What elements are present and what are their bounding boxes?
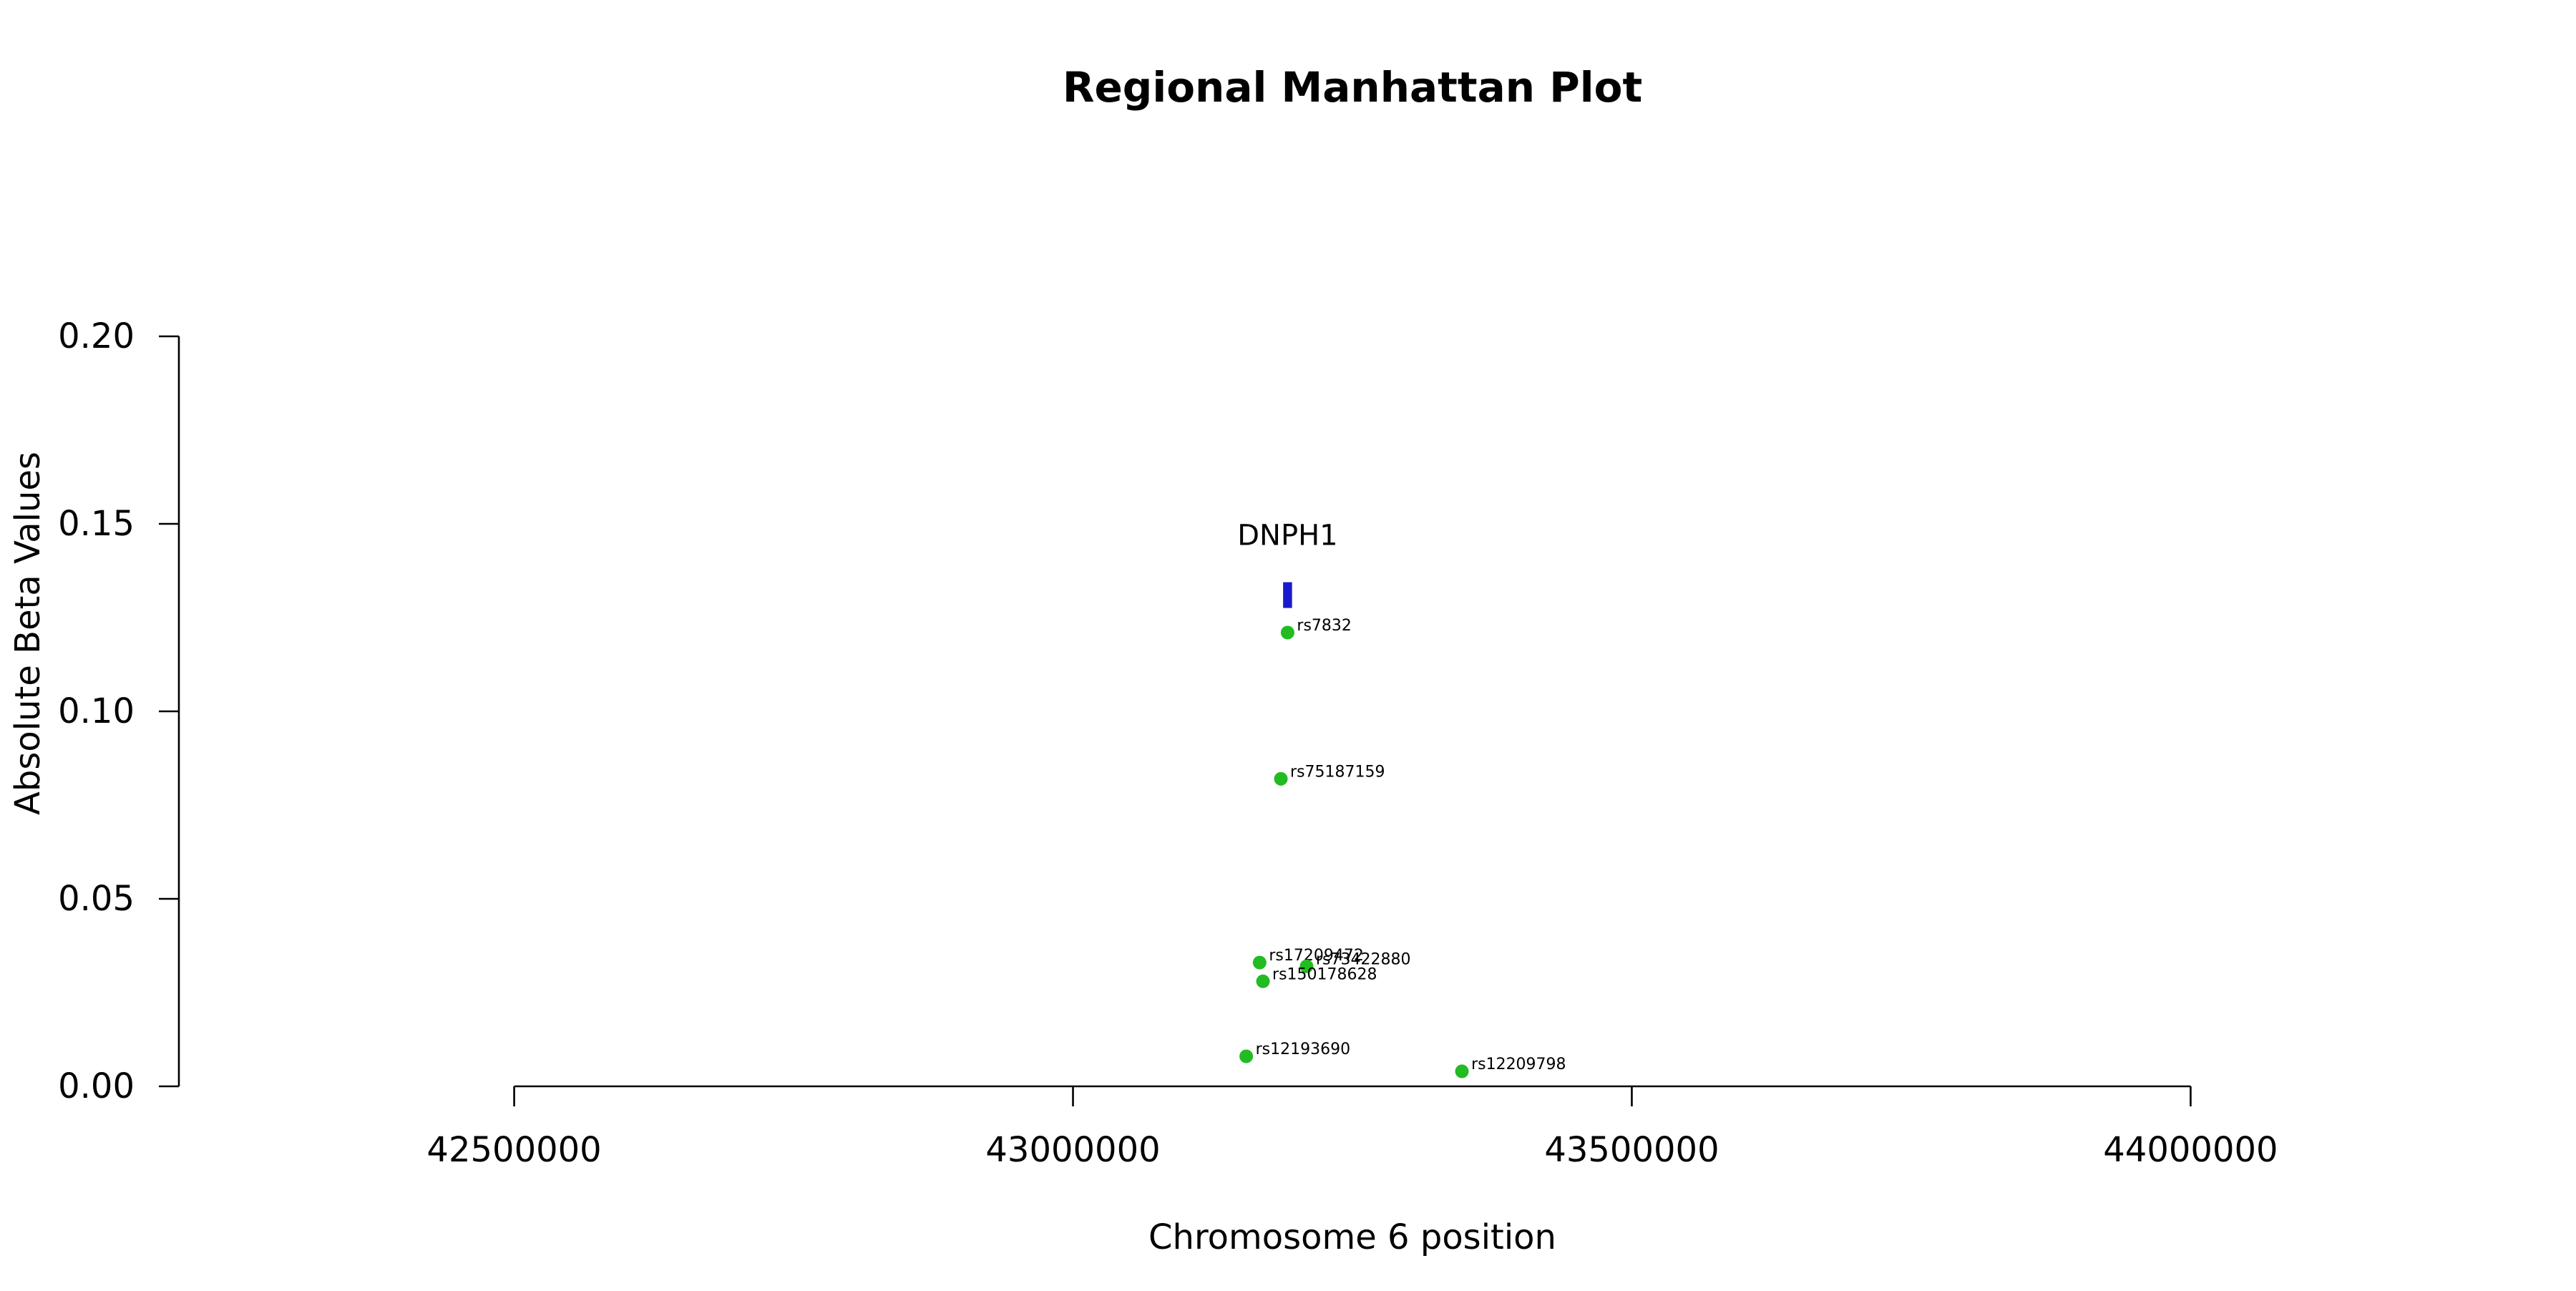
snp-point xyxy=(1455,1064,1469,1078)
snp-point xyxy=(1299,959,1314,973)
gene-label: DNPH1 xyxy=(1237,520,1337,552)
y-tick-label: 0.05 xyxy=(58,879,135,919)
gene-marker xyxy=(1283,582,1292,608)
data-points: rs7832 rs75187159 rs17209472rs73422880rs15… xyxy=(1239,617,1566,1078)
snp-label: rs73422880 xyxy=(1316,950,1410,968)
y-tick-label: 0.15 xyxy=(58,504,135,544)
x-tick-label: 42500000 xyxy=(426,1130,601,1170)
snp-label: rs12193690 xyxy=(1256,1041,1350,1058)
snp-point xyxy=(1256,974,1270,988)
snp-point xyxy=(1252,955,1267,970)
axes: 0.00 0.05 0.10 0.15 0.20 42500000 43000000 4350… xyxy=(58,316,2278,1170)
x-axis-title: Chromosome 6 position xyxy=(1148,1217,1556,1257)
chart-title: Regional Manhattan Plot xyxy=(1063,63,1642,112)
snp-point xyxy=(1274,771,1288,786)
y-tick-label: 0.00 xyxy=(58,1066,135,1106)
snp-label: rs17209472 xyxy=(1269,947,1363,965)
snp-point xyxy=(1280,625,1294,640)
y-tick-label: 0.10 xyxy=(58,691,135,731)
y-tick-label: 0.20 xyxy=(58,316,135,356)
snp-label: rs7832 xyxy=(1297,617,1352,635)
x-tick-label: 43000000 xyxy=(985,1130,1160,1170)
x-tick-label: 43500000 xyxy=(1544,1130,1719,1170)
snp-label: rs150178628 xyxy=(1272,965,1377,983)
x-tick-label: 44000000 xyxy=(2103,1130,2278,1170)
y-axis-title: Absolute Beta Values xyxy=(8,452,48,815)
snp-point xyxy=(1239,1049,1254,1063)
gene-track: DNPH1 xyxy=(1237,520,1338,608)
snp-label: rs75187159 xyxy=(1290,763,1385,781)
snp-label: rs12209798 xyxy=(1471,1056,1566,1073)
